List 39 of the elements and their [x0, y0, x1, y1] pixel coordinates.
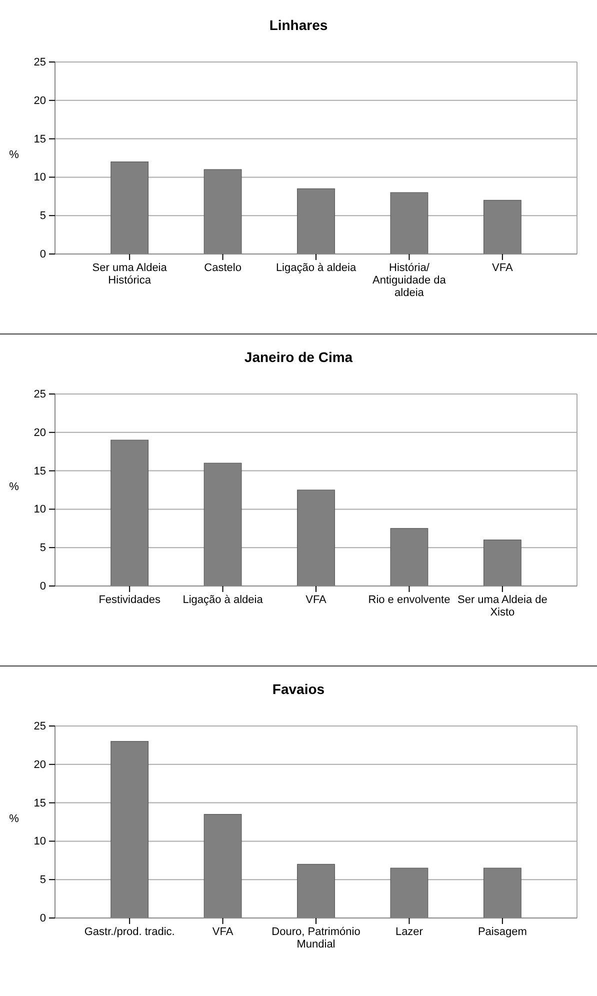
- x-tick-label: Festividades: [98, 594, 161, 606]
- x-tick-label: Ligação à aldeia: [182, 594, 264, 606]
- x-tick-label: Gastr./prod. tradic.: [84, 926, 175, 938]
- y-tick-label: 20: [34, 758, 46, 771]
- y-axis-title: %: [9, 481, 20, 493]
- y-tick-label: 15: [34, 797, 46, 810]
- chart-title: Favaios: [272, 681, 325, 697]
- y-axis-title: %: [9, 813, 20, 825]
- y-tick-label: 15: [34, 465, 46, 478]
- x-tick-label: Rio e envolvente: [368, 594, 450, 606]
- y-tick-label: 25: [34, 388, 46, 401]
- y-tick-label: 10: [34, 836, 46, 848]
- y-tick-label: 5: [40, 874, 46, 886]
- y-tick-label: 10: [34, 504, 46, 516]
- x-tick-label: VFA: [306, 594, 328, 606]
- x-tick-label: Paisagem: [478, 926, 527, 938]
- x-tick-label: Ser uma Aldeia Histórica: [92, 262, 168, 286]
- x-tick-label: VFA: [492, 262, 514, 274]
- x-tick-label: Castelo: [204, 262, 242, 274]
- y-tick-label: 20: [34, 94, 46, 107]
- x-tick-label: Douro, Património Mundial: [272, 926, 360, 950]
- y-tick-label: 0: [40, 248, 46, 261]
- y-axis-title: %: [9, 149, 20, 161]
- y-tick-label: 25: [34, 720, 46, 733]
- x-tick-label: VFA: [212, 926, 234, 938]
- x-tick-label: Lazer: [395, 926, 424, 938]
- chart-title: Linhares: [269, 17, 328, 33]
- y-tick-label: 5: [40, 542, 46, 554]
- x-tick-label: Ligação à aldeia: [276, 262, 357, 274]
- y-tick-label: 25: [34, 56, 46, 69]
- x-tick-label: História/ Antiguidade da aldeia: [372, 262, 447, 300]
- y-tick-label: 10: [34, 172, 46, 184]
- y-tick-label: 0: [40, 912, 46, 925]
- y-tick-label: 5: [40, 210, 46, 222]
- chart-title: Janeiro de Cima: [244, 349, 353, 365]
- y-tick-label: 0: [40, 580, 46, 593]
- y-tick-label: 20: [34, 426, 46, 439]
- y-tick-label: 15: [34, 133, 46, 146]
- x-tick-label: Ser uma Aldeia de Xisto: [457, 594, 548, 618]
